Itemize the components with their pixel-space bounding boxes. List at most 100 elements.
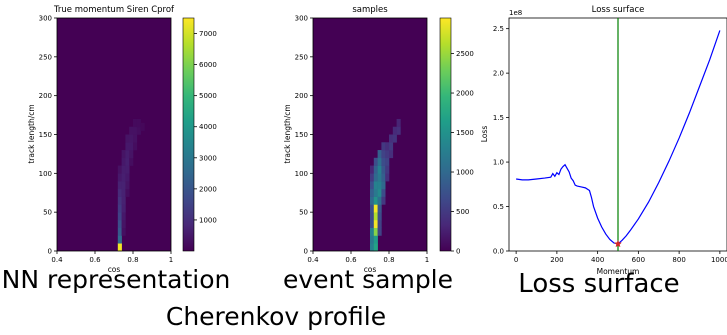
heatmap-cell [125, 150, 130, 159]
samples-axis-ticks: 0.4 0.6 0.8 1 0 50 100 150 200 250 300 [295, 15, 430, 265]
colorbar-tick-label: 7000 [199, 30, 217, 38]
heatmap-cell [381, 150, 386, 159]
samples-panel-title: samples [352, 5, 388, 15]
heatmap-cell [125, 173, 130, 182]
heatmap-cell [370, 181, 375, 190]
heatmap-cell [125, 134, 130, 143]
heatmap-cell [117, 196, 122, 205]
heatmap-cell [133, 118, 138, 128]
x-tick-label: 1000 [711, 256, 727, 264]
nn-axis-ticks: 0.4 0.6 0.8 1 0 50 100 150 200 250 300 [39, 15, 174, 265]
y-tick-label: 2.5 [493, 25, 504, 33]
heatmap-cell [381, 173, 386, 182]
heatmap-cell [373, 157, 378, 166]
colorbar-tick-label: 2000 [456, 90, 474, 98]
heatmap-cell [377, 219, 382, 228]
heatmap-cell [129, 134, 134, 143]
x-tick-label: 200 [550, 256, 563, 264]
heatmap-cell [121, 165, 126, 174]
heatmap-cell [136, 118, 141, 128]
heatmap-cell [385, 157, 390, 166]
heatmap-cell [117, 235, 122, 244]
caption-loss-surface: Loss surface [518, 269, 680, 299]
y-tick-label: 150 [39, 131, 52, 139]
samples-colorbar: 0 500 1000 1500 2000 2500 [439, 17, 474, 256]
x-tick-label: 600 [632, 256, 645, 264]
heatmap-cell [385, 165, 390, 174]
heatmap-cell [373, 219, 378, 228]
y-tick-label: 50 [299, 209, 308, 217]
heatmap-cell [396, 118, 401, 128]
heatmap-cell [370, 243, 375, 252]
x-tick-label: 0 [514, 256, 518, 264]
heatmap-cell [121, 196, 126, 205]
x-tick-label: 0.6 [89, 256, 101, 264]
heatmap-cell [133, 134, 138, 143]
y-tick-label: 300 [39, 15, 52, 23]
heatmap-cell [373, 227, 378, 236]
x-tick-label: 0.4 [51, 256, 63, 264]
y-tick-label: 150 [295, 131, 308, 139]
colorbar-tick-label: 5000 [199, 92, 217, 100]
samples-xlabel: cos [364, 265, 377, 274]
heatmap-cell [385, 173, 390, 182]
y-tick-label: 300 [295, 15, 308, 23]
loss-axis-ticks: 0 200 400 600 800 1000 0.0 0.5 1.0 1.5 2.0 2.5 [493, 25, 727, 264]
loss-surface-panel: Loss surface 0 200 400 600 800 1000 0.0 0.5 1.0 1… [480, 5, 727, 276]
heatmap-cell [125, 157, 130, 166]
heatmap-cell [373, 196, 378, 205]
nn-representation-panel: True momentum Siren Cprof 0.4 0.6 0.8 1 0 50 1… [27, 5, 217, 274]
heatmap-cell [392, 134, 397, 143]
heatmap-cell [370, 227, 375, 236]
heatmap-cell [373, 243, 378, 252]
heatmap-cell [121, 219, 126, 228]
colorbar-tick-label: 1000 [199, 216, 217, 224]
y-tick-label: 2.0 [493, 70, 504, 78]
colorbar-tick-label: 2500 [456, 50, 474, 58]
heatmap-cell [129, 142, 134, 151]
heatmap-cell [373, 235, 378, 244]
colorbar-tick-label: 1500 [456, 129, 474, 137]
heatmap-cell [373, 212, 378, 221]
heatmap-cell [121, 157, 126, 166]
heatmap-cell [121, 150, 126, 159]
heatmap-cell [389, 150, 394, 159]
heatmap-cell [370, 173, 375, 182]
heatmap-cell [370, 204, 375, 213]
y-tick-label: 100 [39, 170, 52, 178]
colorbar-tick-label: 4000 [199, 123, 217, 131]
colorbar-tick-label: 2000 [199, 185, 217, 193]
heatmap-cell [389, 142, 394, 151]
heatmap-cell [125, 181, 130, 190]
heatmap-cell [373, 173, 378, 182]
heatmap-cell [121, 188, 126, 197]
heatmap-cell [370, 235, 375, 244]
nn-panel-title: True momentum Siren Cprof [53, 5, 175, 15]
y-tick-label: 0.0 [493, 248, 504, 256]
colorbar-tick-label: 1000 [456, 169, 474, 177]
heatmap-cell [121, 173, 126, 182]
heatmap-cell [396, 126, 401, 135]
colorbar-gradient [439, 17, 452, 252]
y-tick-label: 200 [39, 92, 52, 100]
heatmap-cell [129, 126, 134, 135]
heatmap-cell [136, 126, 141, 135]
colorbar-gradient [182, 17, 195, 252]
nn-ylabel: track length/cm [27, 104, 36, 163]
heatmap-cell [377, 173, 382, 182]
heatmap-cell [133, 126, 138, 135]
y-tick-label: 0.5 [493, 203, 504, 211]
heatmap-cell [370, 212, 375, 221]
heatmap-cell [377, 204, 382, 213]
heatmap-cell [373, 188, 378, 197]
heatmap-cell [140, 122, 145, 131]
colorbar-tick-label: 0 [456, 248, 460, 256]
heatmap-cell [385, 150, 390, 159]
loss-xlabel: Momentum [597, 267, 640, 276]
heatmap-cell [117, 188, 122, 197]
heatmap-cell [381, 181, 386, 190]
heatmap-cell [117, 165, 122, 174]
event-sample-panel: samples 0.4 0.6 0.8 1 0 50 100 150 200 250 300 cos… [283, 5, 474, 274]
heatmap-cell [370, 188, 375, 197]
x-tick-label: 0.4 [307, 256, 319, 264]
